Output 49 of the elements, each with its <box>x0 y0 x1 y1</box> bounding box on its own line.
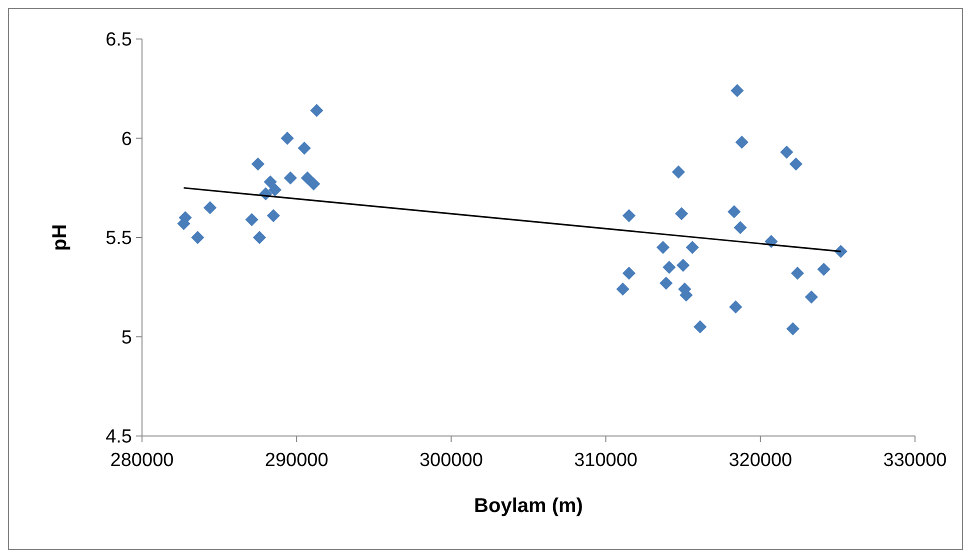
x-tick-label: 320000 <box>728 450 792 471</box>
y-tick-label: 5.5 <box>106 228 132 250</box>
x-tick-label: 280000 <box>110 450 174 471</box>
y-tick-label: 6.5 <box>106 30 132 51</box>
y-axis-title: pH <box>49 224 71 251</box>
point <box>734 221 747 234</box>
y-tick-label: 6 <box>121 128 132 150</box>
point <box>245 213 258 226</box>
point <box>662 260 676 274</box>
point <box>817 262 830 276</box>
point <box>622 209 636 222</box>
point <box>674 207 688 220</box>
point <box>786 322 800 336</box>
point <box>298 142 311 155</box>
point <box>266 209 280 222</box>
point <box>268 183 282 196</box>
point <box>804 290 818 304</box>
point <box>656 240 670 254</box>
x-tick-label: 290000 <box>264 450 328 471</box>
point <box>264 175 277 188</box>
point <box>307 177 320 190</box>
point <box>694 320 707 334</box>
point <box>789 157 803 171</box>
point <box>310 104 324 118</box>
point <box>622 266 636 280</box>
point <box>280 132 294 145</box>
y-tick-label: 4.5 <box>106 426 132 448</box>
point <box>672 165 686 179</box>
x-tick-label: 310000 <box>574 450 638 471</box>
point <box>284 171 297 185</box>
point <box>730 84 744 98</box>
point <box>735 136 748 149</box>
point <box>728 205 741 218</box>
x-tick-label: 300000 <box>419 450 483 471</box>
point <box>676 258 690 272</box>
point <box>660 276 673 290</box>
point <box>203 201 217 214</box>
point <box>790 266 804 280</box>
y-tick-label: 5 <box>121 327 132 348</box>
point <box>780 146 794 159</box>
point <box>300 171 314 185</box>
x-axis-title: Boylam (m) <box>474 495 583 517</box>
point <box>251 157 265 171</box>
point <box>252 230 266 244</box>
point <box>191 230 204 244</box>
x-tick-label: 330000 <box>883 450 947 471</box>
point <box>729 300 742 314</box>
point <box>616 282 630 296</box>
point <box>686 240 699 254</box>
